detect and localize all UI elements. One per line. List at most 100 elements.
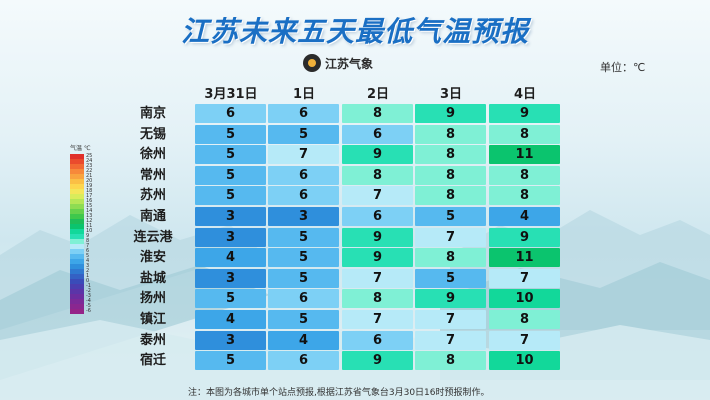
temperature-cell: 3 <box>268 207 339 226</box>
legend-label: 19 <box>86 183 93 189</box>
legend-swatch <box>70 254 84 259</box>
legend-swatch <box>70 244 84 249</box>
city-label: 淮安 <box>139 250 166 265</box>
footnote: 注：本图为各城市单个站点预报,根据江苏省气象台3月30日16时预报制作。 <box>188 388 490 398</box>
city-label: 常州 <box>139 168 166 183</box>
temperature-cell: 8 <box>489 310 560 329</box>
legend-item: -5 <box>70 304 92 309</box>
temperature-cell: 8 <box>415 145 486 164</box>
temperature-cell: 8 <box>489 186 560 205</box>
legend-item: 24 <box>70 159 92 164</box>
temperature-cell: 5 <box>268 248 339 267</box>
legend-label: 8 <box>86 238 90 244</box>
legend-item: 18 <box>70 189 92 194</box>
legend-label: -3 <box>86 293 91 299</box>
legend-swatch <box>70 224 84 229</box>
legend-label: 1 <box>86 273 90 279</box>
temperature-cell: 5 <box>195 125 266 144</box>
legend-item: -3 <box>70 294 92 299</box>
temperature-cell: 11 <box>489 248 560 267</box>
logo-text: 江苏气象 <box>325 56 374 71</box>
column-header: 3日 <box>439 87 463 102</box>
legend-swatch <box>70 309 84 314</box>
temperature-cell: 5 <box>268 310 339 329</box>
temperature-cell: 5 <box>195 145 266 164</box>
legend-item: 7 <box>70 244 92 249</box>
city-label: 连云港 <box>133 230 173 245</box>
legend-label: 14 <box>86 208 93 214</box>
legend-item: 20 <box>70 179 92 184</box>
legend-swatch <box>70 249 84 254</box>
legend-label: -6 <box>86 308 91 314</box>
temperature-cell: 4 <box>195 248 266 267</box>
temperature-cell: 6 <box>342 125 413 144</box>
legend-item: 2 <box>70 269 92 274</box>
legend-label: 16 <box>86 198 93 204</box>
legend-label: 17 <box>86 193 93 199</box>
unit-label: 单位：℃ <box>600 61 646 74</box>
legend-item: 23 <box>70 164 92 169</box>
legend-swatch <box>70 194 84 199</box>
temperature-cell: 6 <box>268 104 339 123</box>
legend-swatch <box>70 154 84 159</box>
page-title: 江苏未来五天最低气温预报 <box>180 15 529 48</box>
temperature-cell: 9 <box>415 289 486 308</box>
legend-item: 17 <box>70 194 92 199</box>
temperature-cell: 7 <box>415 331 486 350</box>
temperature-cell: 5 <box>268 269 339 288</box>
temperature-cell: 8 <box>415 125 486 144</box>
temperature-cell: 5 <box>268 228 339 247</box>
temperature-cell: 9 <box>489 228 560 247</box>
legend-item: 4 <box>70 259 92 264</box>
temperature-cell: 10 <box>489 289 560 308</box>
legend-swatch <box>70 209 84 214</box>
column-header: 3月31日 <box>204 87 258 102</box>
temperature-cell: 7 <box>342 310 413 329</box>
legend-label: 22 <box>86 168 93 174</box>
legend-label: 18 <box>86 188 93 194</box>
legend-label: 2 <box>86 268 90 274</box>
legend-header: 气温 ℃ <box>70 145 91 152</box>
legend-label: 11 <box>86 223 93 229</box>
legend-swatch <box>70 269 84 274</box>
temperature-cell: 8 <box>415 248 486 267</box>
legend-label: 9 <box>86 233 90 239</box>
temperature-cell: 6 <box>268 351 339 370</box>
temperature-cell: 6 <box>268 289 339 308</box>
legend-swatch <box>70 274 84 279</box>
legend-swatch <box>70 184 84 189</box>
legend-swatch <box>70 159 84 164</box>
city-label: 盐城 <box>139 271 166 286</box>
legend-label: 20 <box>86 178 93 184</box>
legend-swatch <box>70 169 84 174</box>
temperature-cell: 3 <box>195 207 266 226</box>
legend-item: -4 <box>70 299 92 304</box>
temperature-cell: 7 <box>342 186 413 205</box>
legend-item: -1 <box>70 284 92 289</box>
temperature-cell: 11 <box>489 145 560 164</box>
legend-item: 11 <box>70 224 92 229</box>
city-label: 无锡 <box>139 127 166 142</box>
temperature-cell: 3 <box>195 269 266 288</box>
weather-logo-icon <box>303 54 321 72</box>
temperature-cell: 9 <box>342 248 413 267</box>
city-label: 扬州 <box>139 291 166 306</box>
legend-swatch <box>70 239 84 244</box>
legend-item: 10 <box>70 229 92 234</box>
legend-swatch <box>70 214 84 219</box>
legend-swatch <box>70 189 84 194</box>
legend-label: 21 <box>86 173 93 179</box>
temperature-cell: 5 <box>195 186 266 205</box>
temperature-cell: 7 <box>415 228 486 247</box>
temperature-cell: 6 <box>342 331 413 350</box>
legend-item: 15 <box>70 204 92 209</box>
legend-swatch <box>70 179 84 184</box>
city-label: 南通 <box>139 209 166 224</box>
legend-label: -5 <box>86 303 91 309</box>
legend-swatch <box>70 264 84 269</box>
temperature-cell: 6 <box>268 166 339 185</box>
city-label: 徐州 <box>139 147 166 162</box>
legend-item: 8 <box>70 239 92 244</box>
temperature-cell: 5 <box>268 125 339 144</box>
logo: 江苏气象 <box>303 54 373 72</box>
